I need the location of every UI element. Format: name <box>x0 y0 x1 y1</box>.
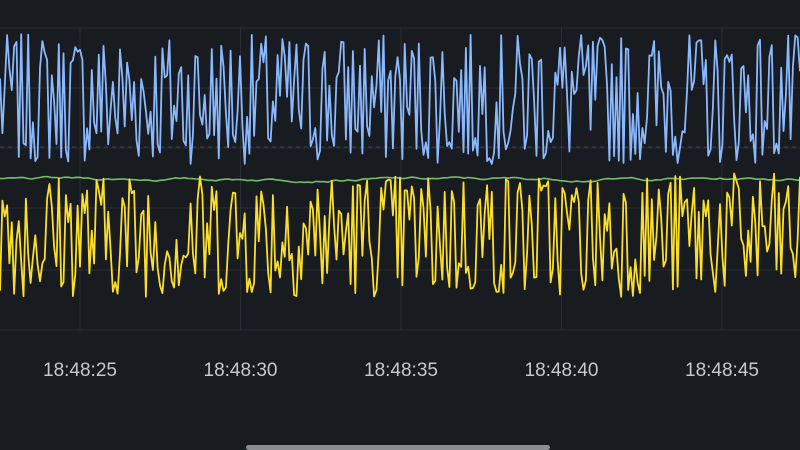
x-tick-label: 18:48:40 <box>525 360 599 381</box>
series-line-0 <box>0 33 800 165</box>
x-tick-label: 18:48:25 <box>43 360 117 381</box>
x-axis: 18:48:25 18:48:30 18:48:35 18:48:40 18:48:45 <box>43 360 759 381</box>
x-tick-label: 18:48:45 <box>685 360 759 381</box>
series-layer <box>0 33 800 298</box>
scroll-handle[interactable] <box>246 445 550 450</box>
x-tick-label: 18:48:30 <box>204 360 278 381</box>
series-line-2 <box>0 172 800 298</box>
x-tick-label: 18:48:35 <box>364 360 438 381</box>
